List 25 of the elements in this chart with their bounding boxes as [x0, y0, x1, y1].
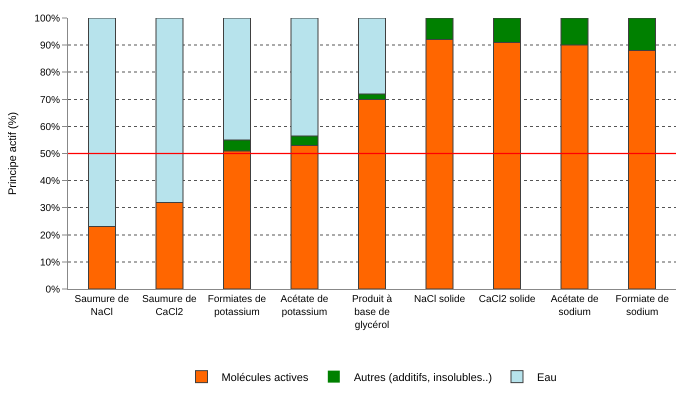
- legend-label: Molécules actives: [222, 372, 309, 384]
- y-tick-label: 90%: [40, 40, 60, 52]
- x-tick-label: Formiates de potassium: [208, 294, 267, 318]
- x-tick-label: Acétate de sodium: [550, 294, 600, 318]
- legend-label: Autres (additifs, insolubles..): [354, 372, 492, 384]
- y-tick-label: 50%: [40, 149, 60, 160]
- y-tick-label: 70%: [40, 94, 60, 106]
- x-tick-label: Saumure de NaCl: [74, 294, 130, 318]
- y-tick-label: 30%: [40, 203, 60, 214]
- legend-label: Eau: [536, 372, 557, 384]
- x-tick-label: NaCl solide: [414, 294, 466, 305]
- y-tick-label: 40%: [40, 176, 60, 188]
- y-tick-label: 80%: [40, 68, 60, 79]
- x-tick-label: Saumure de CaCl2: [142, 294, 198, 318]
- y-axis-title: Principe actif (%): [7, 112, 20, 196]
- x-tick-label: Produit à base de glycérol: [352, 294, 392, 331]
- x-tick-label: CaCl2 solide: [478, 294, 536, 305]
- y-tick-label: 0%: [46, 284, 60, 296]
- y-tick-label: 10%: [40, 257, 60, 268]
- x-tick-label: Acétate de potassium: [280, 294, 329, 318]
- bar: [358, 98, 386, 289]
- y-tick-label: 60%: [40, 122, 60, 133]
- x-tick-label: Formiate de sodium: [616, 294, 670, 318]
- y-tick-label: 20%: [40, 230, 60, 242]
- y-tick-label: 100%: [34, 14, 60, 24]
